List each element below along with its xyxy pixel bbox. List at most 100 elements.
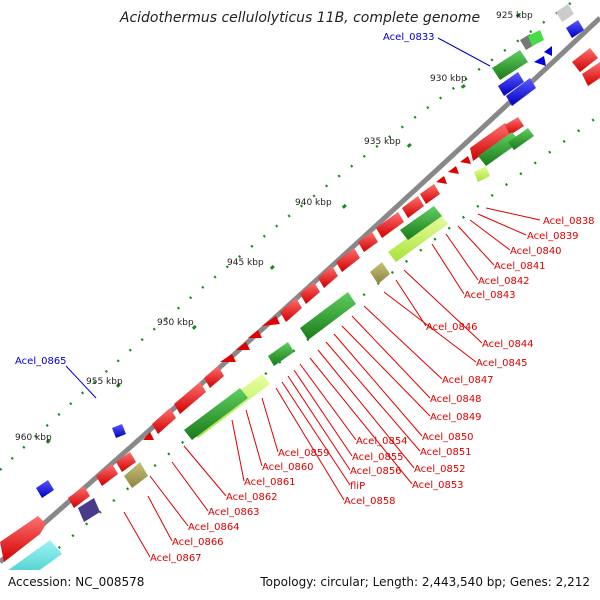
feature-block xyxy=(370,262,390,284)
gene-label: Acel_0858 xyxy=(344,496,396,507)
cds-arrow xyxy=(174,382,206,414)
gene-label: Acel_0861 xyxy=(244,477,296,488)
cds-arrow xyxy=(402,196,424,218)
tick-label: 930 kbp xyxy=(430,74,467,84)
feature-block xyxy=(184,388,248,440)
cds-arrow xyxy=(376,212,404,238)
cds-arrow xyxy=(116,452,136,472)
tick-mark xyxy=(406,142,412,148)
tick-mark xyxy=(341,203,347,209)
tick-mark xyxy=(269,264,275,270)
gene-label: Acel_0847 xyxy=(442,375,494,386)
cds-arrow xyxy=(544,46,552,56)
gene-label: Acel_0856 xyxy=(350,466,402,477)
feature-block xyxy=(268,342,294,366)
cds-arrow xyxy=(248,330,262,338)
cds-arrow xyxy=(220,354,236,362)
cds-arrow xyxy=(112,424,126,438)
leader-line xyxy=(65,365,97,399)
cds-arrow xyxy=(0,516,46,562)
cds-arrow xyxy=(470,123,512,161)
gene-label: Acel_0840 xyxy=(510,246,562,257)
feature-block xyxy=(388,214,448,262)
gene-label: Acel_0853 xyxy=(412,480,464,491)
feature-block xyxy=(400,206,442,240)
feature-block xyxy=(124,462,148,488)
gene-label: Acel_0865 xyxy=(15,356,67,367)
kbp-ticks: 925 kbp 930 kbp 935 kbp 940 kbp 945 kbp … xyxy=(15,11,533,444)
footer-bar xyxy=(0,570,600,600)
gene-label: Acel_0833 xyxy=(383,32,435,43)
cds-arrow xyxy=(36,480,54,498)
cds-arrow xyxy=(460,156,471,164)
gene-label: Acel_0851 xyxy=(420,447,472,458)
cds-arrow xyxy=(448,166,459,174)
tick-mark xyxy=(515,13,521,18)
map-title: Acidothermus cellulolyticus 11B, complet… xyxy=(119,10,480,26)
cds-arrow xyxy=(300,282,320,304)
gene-label: Acel_0863 xyxy=(208,507,260,518)
feature-block xyxy=(474,166,490,182)
cds-arrow xyxy=(318,266,338,288)
feature-block xyxy=(78,498,100,522)
gene-label: Acel_0844 xyxy=(482,339,534,350)
gene-label: Acel_0849 xyxy=(430,412,482,423)
feature-block xyxy=(528,30,544,46)
gene-label: Acel_0843 xyxy=(464,290,516,301)
tick-label: 950 kbp xyxy=(157,318,194,328)
gene-label: Acel_0867 xyxy=(150,553,202,564)
cds-arrow xyxy=(336,248,360,272)
cds-arrow xyxy=(582,62,600,86)
gene-label: Acel_0860 xyxy=(262,462,314,473)
cds-arrow xyxy=(505,117,524,135)
forward-cds-track xyxy=(0,48,600,562)
tick-mark xyxy=(460,83,466,89)
gene-label: Acel_0845 xyxy=(476,358,528,369)
gene-label: Acel_0859 xyxy=(278,448,330,459)
tick-label: 945 kbp xyxy=(227,258,264,268)
cds-arrow xyxy=(143,432,154,440)
gene-label: Acel_0862 xyxy=(226,492,278,503)
feature-block xyxy=(492,50,528,80)
tick-scale xyxy=(0,0,576,471)
gene-label: Acel_0841 xyxy=(494,261,546,272)
cds-arrow xyxy=(152,408,176,434)
cds-arrow xyxy=(358,232,378,252)
gene-label: Acel_0839 xyxy=(527,231,579,242)
cds-arrow xyxy=(96,464,118,486)
tick-label: 940 kbp xyxy=(295,198,332,208)
gene-label: Acel_0852 xyxy=(414,464,466,475)
cds-arrow xyxy=(262,316,280,326)
gene-label: Acel_0850 xyxy=(422,432,474,443)
cds-arrow xyxy=(498,72,524,96)
cds-arrow xyxy=(204,366,224,388)
tick-scale-inner xyxy=(44,114,600,561)
tick-mark xyxy=(115,382,121,388)
gene-label: fliP xyxy=(350,481,365,492)
feature-block xyxy=(300,292,356,340)
cds-arrow xyxy=(572,48,598,72)
gene-label: Acel_0866 xyxy=(172,537,224,548)
cds-arrow xyxy=(566,20,584,38)
genome-summary-text: Topology: circular; Length: 2,443,540 bp… xyxy=(259,575,590,589)
cds-arrow xyxy=(534,56,546,66)
cds-arrow xyxy=(436,176,447,184)
blue-labels: Acel_0833 Acel_0865 xyxy=(15,32,491,399)
tick-label: 955 kbp xyxy=(86,377,123,387)
tick-mark xyxy=(45,438,51,444)
cds-arrow xyxy=(68,486,90,508)
feature-block xyxy=(508,128,534,150)
red-labels: Acel_0838 Acel_0839 Acel_0840 Acel_0841 … xyxy=(123,207,595,564)
reverse-cds-track xyxy=(36,20,584,498)
cds-arrow xyxy=(420,184,440,204)
tick-label: 960 kbp xyxy=(15,433,52,443)
gene-label: Acel_0846 xyxy=(426,322,478,333)
tick-mark xyxy=(191,324,197,330)
cds-arrow xyxy=(236,342,250,350)
gene-label: Acel_0838 xyxy=(543,216,595,227)
accession-text: Accession: NC_008578 xyxy=(8,575,144,589)
tick-label: 925 kbp xyxy=(496,11,533,21)
gene-label: Acel_0854 xyxy=(356,436,408,447)
gene-label: Acel_0842 xyxy=(478,276,530,287)
